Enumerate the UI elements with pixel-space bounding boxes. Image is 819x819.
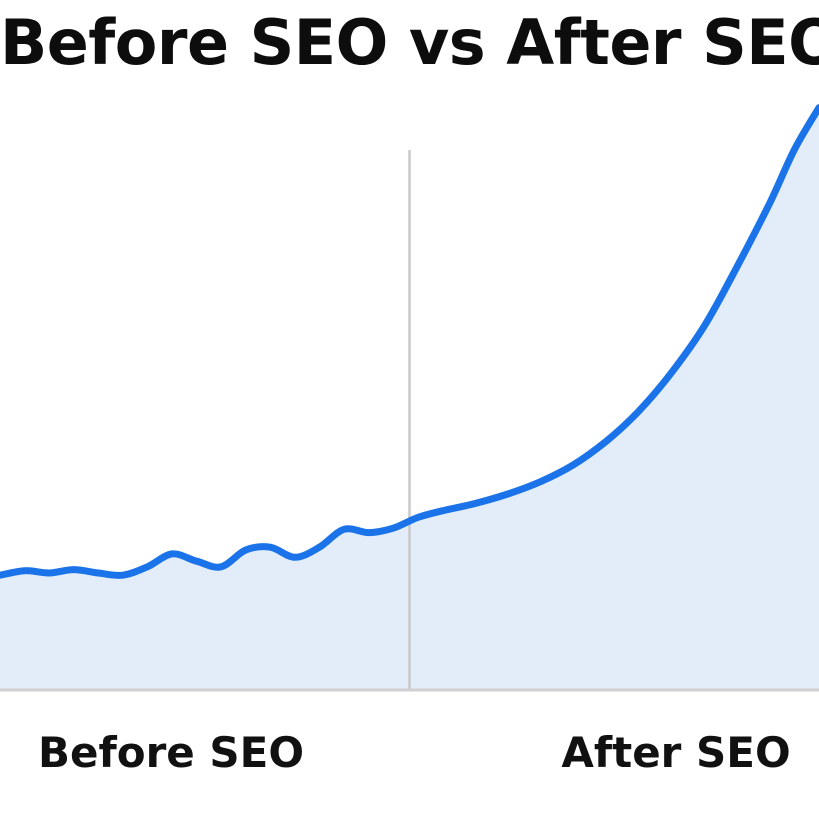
chart-title: Before SEO vs After SEO	[0, 6, 819, 79]
before-seo-label: Before SEO	[37, 728, 305, 777]
series-area-fill	[0, 107, 819, 691]
series-line	[0, 104, 819, 579]
after-seo-label: After SEO	[561, 728, 791, 777]
